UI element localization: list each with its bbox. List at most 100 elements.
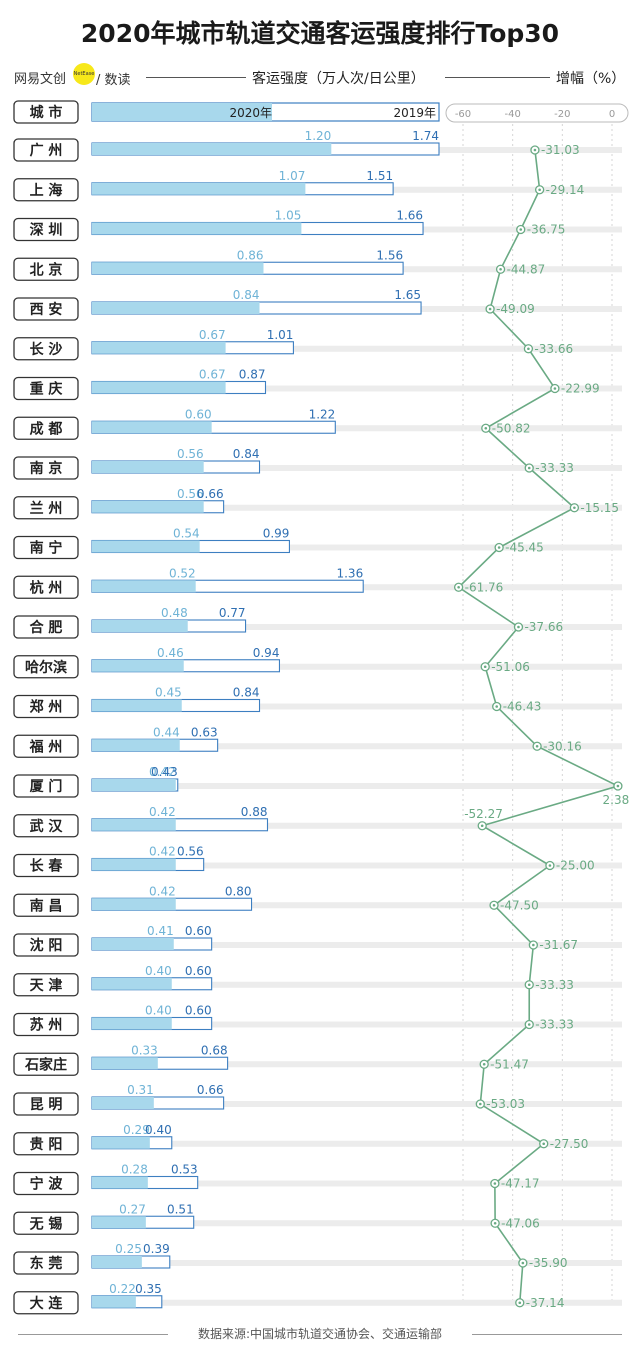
- value-label-2020: 0.56: [177, 487, 204, 501]
- city-label-box: [13, 178, 79, 202]
- value-label-2019: 1.65: [394, 288, 421, 302]
- city-label: 昆 明: [30, 1097, 63, 1113]
- value-label-2019: 0.88: [241, 805, 268, 819]
- row-track: [92, 902, 622, 909]
- city-label-box: [13, 814, 79, 838]
- city-label: 福 州: [29, 738, 63, 755]
- row-track: [92, 822, 622, 829]
- city-label-box: [13, 774, 79, 798]
- legend-2019-label: 2019年: [393, 106, 436, 120]
- bar-2020: [92, 143, 332, 155]
- city-label-box: [13, 853, 79, 878]
- change-value-label: -47.17: [501, 1177, 540, 1191]
- value-label-2020: 1.07: [279, 169, 306, 183]
- value-label-2019: 0.35: [135, 1282, 162, 1296]
- bar-2020: [92, 1256, 142, 1268]
- value-label-2019: 0.39: [143, 1242, 170, 1256]
- bar-2020: [92, 1097, 154, 1109]
- change-point-center: [488, 307, 492, 311]
- row-track: [92, 425, 622, 432]
- row-track: [92, 1260, 622, 1266]
- city-label-box: [13, 337, 79, 361]
- row-track: [92, 1299, 622, 1306]
- bar-2020: [92, 620, 188, 632]
- value-label-2020: 0.25: [115, 1242, 142, 1256]
- value-label-2020: 0.60: [185, 407, 212, 421]
- divider-line: [472, 1334, 622, 1335]
- city-label-box: [13, 615, 79, 639]
- unit-label: 客运强度（万人次/日公里）: [252, 71, 425, 87]
- change-axis-tick-label: -20: [554, 109, 570, 120]
- city-label: 兰 州: [30, 500, 63, 517]
- city-label-box: [13, 496, 79, 520]
- city-label-box: [13, 1211, 79, 1235]
- change-point-center: [521, 1261, 525, 1265]
- divider-line: [146, 77, 246, 78]
- header-city-box: [13, 100, 79, 124]
- value-label-2020: 0.86: [237, 248, 264, 262]
- divider-line: [445, 77, 550, 78]
- city-label: 西 安: [30, 301, 63, 318]
- value-label-2019: 0.94: [253, 646, 280, 660]
- change-point-center: [497, 546, 501, 549]
- value-label-2019: 1.22: [309, 407, 336, 421]
- bar-2020: [92, 381, 226, 394]
- row-track: [92, 1180, 622, 1187]
- change-value-label: -46.43: [503, 700, 542, 714]
- change-point-center: [517, 625, 520, 629]
- header-row: 网易文创 NetEase / 数读 客运强度（万人次/日公里） 增幅（%）: [0, 63, 640, 90]
- bar-2020: [92, 1057, 158, 1070]
- city-label-box: [13, 257, 79, 281]
- city-label: 南 宁: [30, 540, 63, 557]
- change-point-center: [479, 1102, 482, 1106]
- value-label-2019: 0.66: [197, 487, 224, 501]
- city-label: 深 圳: [30, 222, 63, 239]
- city-label-box: [13, 297, 79, 321]
- value-label-2020: 0.41: [147, 924, 174, 938]
- value-label-2020: 1.20: [305, 129, 332, 143]
- value-label-2020: 0.46: [157, 646, 184, 660]
- row-track: [92, 663, 622, 670]
- value-label-2019: 0.51: [167, 1202, 194, 1216]
- value-label-2019: 1.51: [366, 169, 393, 183]
- change-value-label: -33.66: [534, 342, 573, 356]
- change-point-center: [480, 824, 484, 828]
- change-value-label: -22.99: [561, 382, 600, 396]
- brand-label: / 数读: [96, 73, 131, 88]
- bar-2020: [92, 659, 184, 672]
- value-label-2020: 0.22: [109, 1282, 136, 1296]
- value-label-2020: 0.67: [199, 328, 226, 342]
- value-label-2020: 0.44: [153, 725, 180, 739]
- value-label-2019: 0.80: [225, 884, 252, 898]
- value-label-2020: 0.42: [149, 884, 176, 898]
- value-label-2020: 0.28: [121, 1163, 148, 1177]
- change-value-label: -52.27: [464, 807, 503, 821]
- value-label-2020: 0.40: [145, 964, 172, 978]
- city-label: 北 京: [30, 261, 63, 278]
- row-track: [92, 504, 622, 511]
- change-point-center: [573, 506, 576, 510]
- change-value-label: -49.09: [496, 302, 535, 316]
- change-point-center: [538, 188, 541, 192]
- value-label-2019: 0.60: [185, 1004, 212, 1018]
- bar-2020: [92, 461, 204, 473]
- row-track: [92, 862, 622, 869]
- row-track: [92, 703, 622, 710]
- city-label-box: [13, 973, 79, 997]
- change-value-label: -15.15: [580, 501, 619, 515]
- value-label-2019: 1.56: [376, 248, 403, 262]
- value-label-2019: 0.60: [185, 924, 212, 938]
- row-track: [92, 345, 622, 352]
- city-label-box: [13, 1092, 79, 1116]
- bar-2020: [92, 222, 302, 235]
- city-label: 苏 州: [30, 1017, 63, 1034]
- change-value-label: -35.90: [529, 1256, 568, 1270]
- value-label-2019: 1.36: [336, 566, 363, 580]
- city-label-box: [13, 217, 79, 242]
- bar-2020: [92, 421, 212, 434]
- row-track: [92, 743, 622, 750]
- row-track: [92, 783, 622, 789]
- value-label-2020: 0.29: [123, 1123, 150, 1137]
- change-value-label: -31.67: [539, 938, 578, 952]
